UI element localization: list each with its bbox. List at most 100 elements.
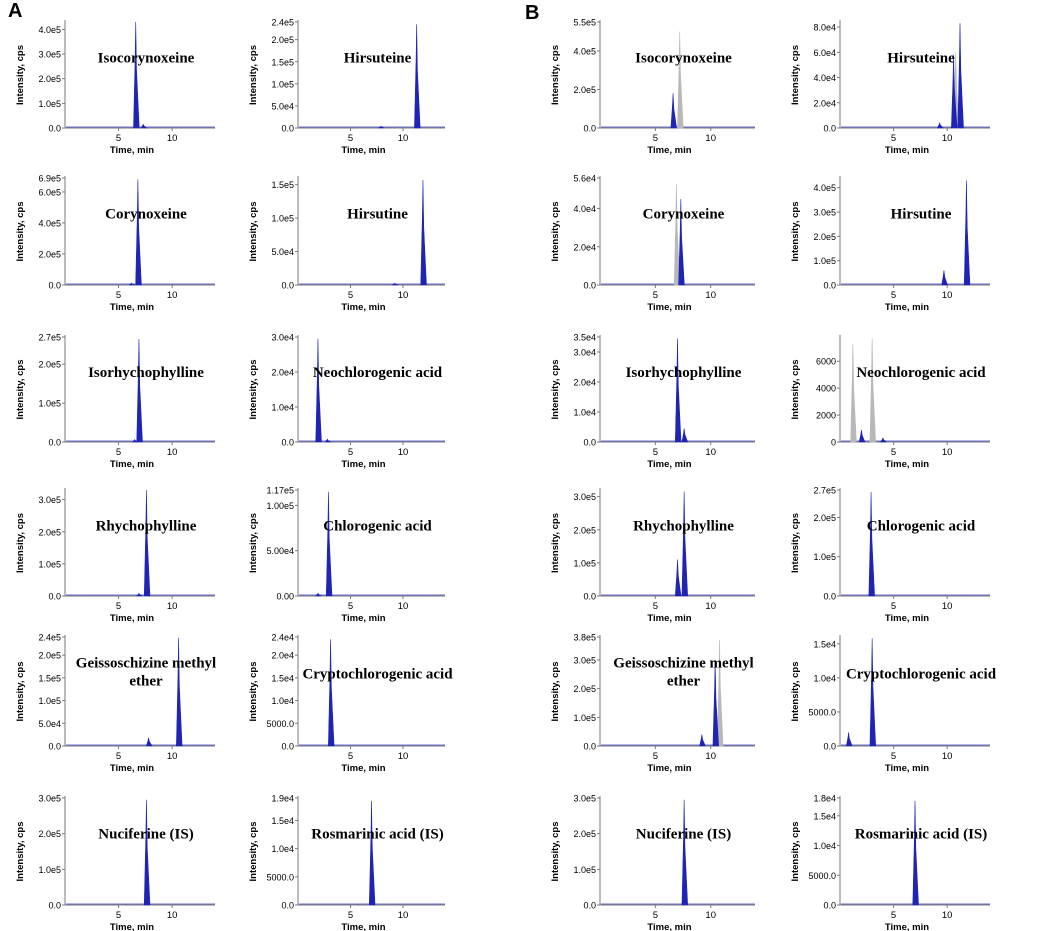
chart-b-3-peak-blue [963, 180, 971, 286]
chart-a-0-ytick-label: 0.0 [48, 124, 61, 134]
chart-b-11-xlabel: Time, min [885, 922, 929, 931]
chart-a-1-ytick-label: 2.0e5 [271, 35, 294, 45]
chart-b-8-xtick-label: 10 [705, 751, 716, 762]
chart-a-1-ytick-label: 0.0 [281, 124, 294, 134]
chart-b-1-peak-blue [957, 23, 964, 129]
chart-b-6-ytick-label: 1.0e5 [573, 558, 596, 568]
chart-a-2-ytick-label: 2.0e5 [38, 249, 61, 259]
chart-b-0-ytick-label: 2.0e5 [573, 85, 596, 95]
chart-b-10-xtick-label: 10 [705, 910, 716, 921]
chart-a-6-ytick-label: 2.0e5 [38, 527, 61, 537]
chart-b-2-title: Corynoxeine [643, 207, 725, 223]
chart-a-8-ytick-label: 1.0e5 [38, 696, 61, 706]
chart-a-3-ylabel: Intensity, cps [248, 201, 259, 261]
chart-a-4-xtick-label: 10 [167, 447, 178, 458]
chart-b-3-ytick-label: 2.0e5 [813, 232, 836, 242]
chart-a-0-xtick-label: 10 [167, 133, 178, 144]
chart-a-4-ytick-label: 0.0 [48, 438, 61, 448]
chart-a-2-ytick-label: 6.9e5 [38, 174, 61, 184]
chart-a-8-peak-blue [176, 637, 183, 747]
chart-a-0-peak-blue [140, 123, 148, 129]
chart-b-6-peak-blue [674, 559, 682, 597]
chart-a-8-title: Geissoschizine methyl ether [76, 656, 216, 690]
chart-a-1-xtick-label: 10 [398, 133, 409, 144]
chart-a-3-title: Hirsutine [347, 207, 408, 223]
chart-b-1-ytick-label: 4.0e4 [813, 73, 836, 83]
chart-a-9-ytick-label: 1.0e4 [271, 696, 294, 706]
chart-b-0-ylabel: Intensity, cps [550, 45, 561, 105]
chart-b-11-ytick-label: 1.0e4 [813, 841, 836, 851]
chart-a-11-ytick-label: 1.9e4 [271, 794, 294, 804]
chart-b-10-title: Nuciferine (IS) [636, 827, 731, 843]
chart-b-9-peak-blue [869, 638, 876, 747]
chart-a-9-ytick-label: 0.0 [281, 742, 294, 752]
chart-a-5-ytick-label: 2.0e4 [271, 368, 294, 378]
chart-b-0-title: Isocorynoxeine [635, 50, 732, 66]
chart-b-4-xtick-label: 5 [653, 447, 658, 458]
chart-a-8-ytick-label: 2.4e5 [38, 633, 61, 643]
chart-a-8-ytick-label: 1.5e5 [38, 673, 61, 683]
chart-a-5-xlabel: Time, min [341, 459, 385, 470]
chart-b-0-peak-blue [670, 93, 677, 129]
chart-a-0-xtick-label: 5 [116, 133, 121, 144]
chart-b-11-xtick-label: 5 [891, 910, 896, 921]
chart-a-0-peak-blue [133, 21, 140, 129]
chart-b-4-peak-blue [681, 428, 689, 443]
chart-a-3-ytick-label: 5.0e4 [271, 247, 294, 257]
chart-a-0-ylabel: Intensity, cps [15, 45, 26, 105]
chart-b-4-title: Isorhychophylline [626, 365, 742, 381]
chart-b-11-peak-blue [912, 800, 919, 906]
chart-b-7-xlabel: Time, min [885, 613, 929, 624]
chart-b-5-ytick-label: 4000 [816, 384, 836, 394]
chart-b-1-ytick-label: 8.0e4 [813, 23, 836, 33]
chart-a-10-ylabel: Intensity, cps [15, 821, 26, 881]
chart-a-10-title: Nuciferine (IS) [98, 827, 193, 843]
chart-a-6-ytick-label: 1.0e5 [38, 559, 61, 569]
chart-a-2-xtick-label: 10 [167, 290, 178, 301]
chart-b-9-xlabel: Time, min [885, 763, 929, 774]
chart-b-10-xtick-label: 5 [653, 910, 658, 921]
chart-b-7-ytick-label: 2.7e5 [813, 486, 836, 496]
panel-label-a: A [8, 0, 23, 22]
chart-a-6-ylabel: Intensity, cps [15, 513, 26, 573]
chart-b-5-title: Neochlorogenic acid [856, 365, 986, 381]
chart-a-11-ytick-label: 1.5e4 [271, 816, 294, 826]
chart-b-11-ytick-label: 1.5e4 [813, 811, 836, 821]
chart-b-3-ylabel: Intensity, cps [790, 201, 801, 261]
chart-a-9-xlabel: Time, min [341, 763, 385, 774]
chart-a-6-xtick-label: 10 [167, 601, 178, 612]
chart-b-11-ytick-label: 5000.0 [808, 871, 836, 881]
chart-a-1-ylabel: Intensity, cps [248, 45, 259, 105]
chart-a-10-xtick-label: 5 [116, 910, 121, 921]
chart-b-11-title: Rosmarinic acid (IS) [855, 827, 988, 843]
chart-b-2-ytick-label: 0.0 [583, 281, 596, 291]
chart-b-7-ylabel: Intensity, cps [790, 513, 801, 573]
chart-a-10-xlabel: Time, min [110, 922, 154, 931]
chart-b-5-peak-blue [858, 429, 866, 443]
chart-b-7-title: Chlorogenic acid [867, 518, 976, 534]
chart-a-10-peak-blue [143, 799, 151, 906]
chart-b-9-ytick-label: 5000.0 [808, 707, 836, 717]
chart-b-1-xtick-label: 10 [942, 133, 953, 144]
chart-b-0-xtick-label: 10 [705, 133, 716, 144]
chart-b-2-peak-blue [678, 199, 685, 286]
chart-b-9-title: Cryptochlorogenic acid [846, 666, 997, 682]
chart-a-7-ytick-label: 1.00e5 [266, 501, 294, 511]
chart-b-10-ytick-label: 1.0e5 [573, 865, 596, 875]
chart-b-9-ytick-label: 1.0e4 [813, 673, 836, 683]
chart-a-11-ytick-label: 1.0e4 [271, 844, 294, 854]
chart-b-4-xlabel: Time, min [647, 459, 691, 470]
chart-b-1-ylabel: Intensity, cps [790, 45, 801, 105]
chart-a-6-xtick-label: 5 [116, 601, 121, 612]
chart-a-3-ytick-label: 1.5e5 [271, 180, 294, 190]
chart-b-5-ytick-label: 6000 [816, 357, 836, 367]
chart-b-9-ylabel: Intensity, cps [790, 661, 801, 721]
chart-a-2-xtick-label: 5 [116, 290, 121, 301]
chart-a-10-ytick-label: 2.0e5 [38, 829, 61, 839]
chart-a-1-ytick-label: 1.0e5 [271, 79, 294, 89]
chart-a-7-xtick-label: 5 [348, 601, 353, 612]
chart-a-9-xtick-label: 10 [398, 751, 409, 762]
chart-b-0-ytick-label: 4.0e5 [573, 46, 596, 56]
chart-a-3-ytick-label: 1.0e5 [271, 214, 294, 224]
